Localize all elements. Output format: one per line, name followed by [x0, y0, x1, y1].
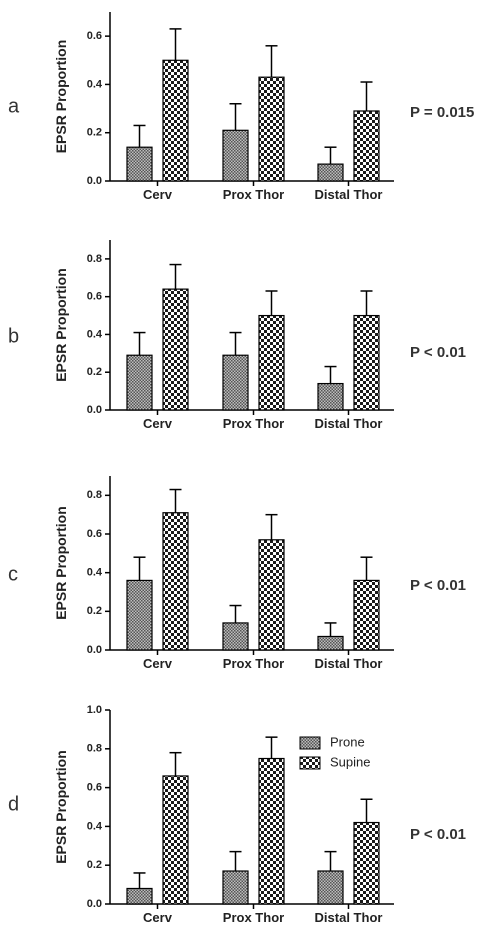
x-tick-label: Distal Thor — [315, 416, 383, 431]
y-tick-label: 0.8 — [87, 253, 102, 265]
y-tick-label: 0.0 — [87, 644, 102, 656]
supine-bar-prox-thor — [258, 757, 285, 905]
legend: Prone Supine — [299, 734, 370, 770]
legend-swatch-supine — [299, 756, 321, 770]
y-tick-label: 0.4 — [87, 567, 103, 579]
panel-letter: a — [8, 95, 20, 117]
panel-letter: c — [8, 563, 18, 585]
y-tick-label: 0.2 — [87, 859, 102, 871]
y-tick-label: 0.2 — [87, 605, 102, 617]
y-tick-label: 0.6 — [87, 528, 102, 540]
supine-bar-cerv — [162, 512, 189, 651]
x-tick-label: Distal Thor — [315, 910, 383, 925]
chart-panel-a: a EPSR Proportion 0.0 0.2 0.4 0.6 Cerv Prox Tho… — [8, 12, 474, 202]
prone-bar-distal-thor — [317, 870, 344, 905]
y-axis-label: EPSR Proportion — [53, 750, 69, 864]
y-tick-label: 0.6 — [87, 782, 102, 794]
supine-bar-distal-thor — [353, 110, 380, 182]
chart-panel-c: c EPSR Proportion 0.0 0.2 0.4 0.6 0.8 Cerv Prox … — [8, 476, 466, 671]
prone-bar-distal-thor — [317, 382, 344, 411]
prone-bar-cerv — [126, 579, 153, 651]
p-value-annotation: P < 0.01 — [410, 577, 466, 594]
supine-bar-distal-thor — [353, 821, 380, 905]
y-tick-label: 0.2 — [87, 366, 102, 378]
supine-bar-prox-thor — [258, 314, 285, 411]
supine-bar-prox-thor — [258, 76, 285, 182]
legend-label-supine: Supine — [330, 754, 370, 769]
supine-bar-cerv — [162, 288, 189, 411]
y-tick-label: 0.6 — [87, 291, 102, 303]
x-tick-label: Prox Thor — [223, 656, 284, 671]
x-tick-label: Distal Thor — [315, 187, 383, 202]
prone-bar-cerv — [126, 146, 153, 182]
supine-bar-distal-thor — [353, 314, 380, 411]
y-axis-label: EPSR Proportion — [53, 268, 69, 382]
y-tick-label: 1.0 — [87, 704, 102, 716]
panel-letter: d — [8, 793, 19, 815]
prone-bar-prox-thor — [222, 129, 249, 182]
prone-bar-cerv — [126, 354, 153, 411]
legend-swatch-prone — [299, 736, 321, 750]
y-tick-label: 0.8 — [87, 743, 102, 755]
p-value-annotation: P = 0.015 — [410, 104, 474, 121]
y-tick-label: 0.4 — [87, 78, 103, 90]
chart-panel-d: d EPSR Proportion 0.0 0.2 0.4 0.6 0.8 1.0 Cerv Pr… — [8, 704, 466, 925]
y-tick-label: 0.0 — [87, 898, 102, 910]
y-tick-label: 0.0 — [87, 175, 102, 187]
x-tick-label: Prox Thor — [223, 187, 284, 202]
prone-bar-prox-thor — [222, 354, 249, 411]
prone-bar-distal-thor — [317, 635, 344, 651]
prone-bar-prox-thor — [222, 622, 249, 651]
y-tick-label: 0.4 — [87, 328, 103, 340]
x-tick-label: Cerv — [143, 187, 173, 202]
x-tick-label: Prox Thor — [223, 416, 284, 431]
legend-label-prone: Prone — [330, 734, 365, 749]
supine-bar-cerv — [162, 775, 189, 905]
supine-bar-cerv — [162, 59, 189, 182]
chart-panel-b: b EPSR Proportion 0.0 0.2 0.4 0.6 0.8 Cerv Prox … — [8, 240, 466, 431]
x-tick-label: Cerv — [143, 656, 173, 671]
y-axis-label: EPSR Proportion — [53, 40, 69, 154]
panel-letter: b — [8, 325, 19, 347]
x-tick-label: Prox Thor — [223, 910, 284, 925]
y-tick-label: 0.6 — [87, 30, 102, 42]
y-tick-label: 0.4 — [87, 820, 103, 832]
x-tick-label: Cerv — [143, 416, 173, 431]
supine-bar-distal-thor — [353, 579, 380, 651]
x-tick-label: Distal Thor — [315, 656, 383, 671]
prone-bar-cerv — [126, 887, 153, 905]
y-axis-label: EPSR Proportion — [53, 506, 69, 620]
p-value-annotation: P < 0.01 — [410, 344, 466, 361]
p-value-annotation: P < 0.01 — [410, 826, 466, 843]
y-tick-label: 0.8 — [87, 489, 102, 501]
y-tick-label: 0.2 — [87, 127, 102, 139]
x-tick-label: Cerv — [143, 910, 173, 925]
supine-bar-prox-thor — [258, 539, 285, 651]
chart-panels: a EPSR Proportion 0.0 0.2 0.4 0.6 Cerv Prox Tho… — [8, 12, 474, 925]
prone-bar-distal-thor — [317, 163, 344, 182]
y-tick-label: 0.0 — [87, 404, 102, 416]
prone-bar-prox-thor — [222, 870, 249, 905]
